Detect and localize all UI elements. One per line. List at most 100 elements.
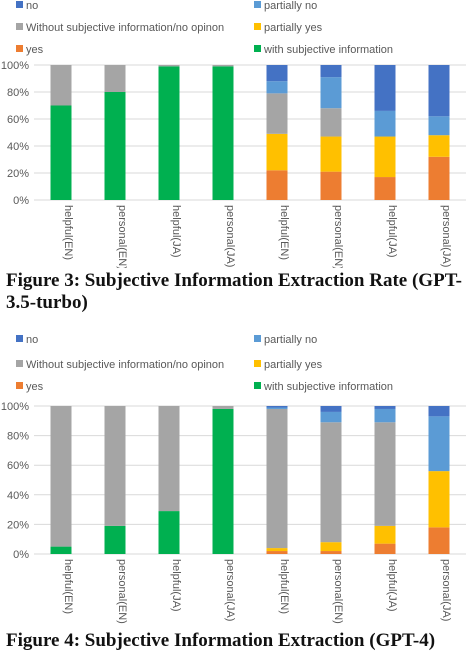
legend-swatch-partially-yes xyxy=(254,360,261,367)
bar-yes-6 xyxy=(320,171,342,200)
category-labels: helpful(EN) personal(EN) helpful(JA) person… xyxy=(62,559,452,624)
bar-partially-yes-7 xyxy=(374,136,396,178)
bar-with-3 xyxy=(158,66,180,200)
legend-label-with-subjective-information: with subjective information xyxy=(263,44,393,56)
legend-swatch-yes xyxy=(16,382,23,389)
legend-swatch-yes xyxy=(16,45,23,52)
legend-label-without-subjective-information-no-opinon: Without subjective information/no opinon xyxy=(26,359,224,371)
bar-without-4 xyxy=(212,65,234,67)
bar-yes-5 xyxy=(266,170,288,200)
bar-without-3 xyxy=(158,406,180,512)
category-label: helpful(EN) xyxy=(62,205,74,260)
bar-with-2 xyxy=(104,525,126,554)
y-tick-label: 60% xyxy=(7,460,29,472)
category-label: personal(JA) xyxy=(440,205,452,267)
legend-swatch-partially-no xyxy=(254,335,261,342)
legend-label-without-subjective-information-no-opinon: Without subjective information/no opinon xyxy=(26,22,224,34)
y-tick-label: 40% xyxy=(7,490,29,502)
bar-yes-7 xyxy=(374,177,396,200)
bar-without-1 xyxy=(50,65,72,106)
bar-without-4 xyxy=(212,406,234,409)
bar-yes-6 xyxy=(320,551,342,554)
bar-no-5 xyxy=(266,406,288,408)
category-label: helpful(JA) xyxy=(386,205,398,258)
bar-with-3 xyxy=(158,511,180,554)
legend-swatch-no xyxy=(16,335,23,342)
bar-partially-no-7 xyxy=(374,110,396,137)
chart-2: no partially no Without subjective informa… xyxy=(1,334,466,624)
legend-label-with-subjective-information: with subjective information xyxy=(263,381,393,393)
category-label: helpful(EN) xyxy=(278,559,290,614)
category-label: personal(EN) xyxy=(332,559,344,624)
legend-swatch-partially-no xyxy=(254,1,261,8)
y-tick-label: 20% xyxy=(7,168,29,180)
legend-label-yes: yes xyxy=(26,381,44,393)
category-label: personal(EN) xyxy=(116,559,128,624)
bar-no-7 xyxy=(374,406,396,409)
legend-swatch-without-subjective-information-no-opinon xyxy=(16,360,23,367)
bar-partially-yes-5 xyxy=(266,548,288,552)
legend-swatch-with-subjective-information xyxy=(254,45,261,52)
category-label: personal(JA) xyxy=(224,205,236,267)
bars xyxy=(50,406,450,554)
legend-swatch-partially-yes xyxy=(254,23,261,30)
y-tick-label: 20% xyxy=(7,519,29,531)
bar-yes-8 xyxy=(428,527,450,554)
bar-without-6 xyxy=(320,108,342,137)
bar-no-8 xyxy=(428,406,450,417)
bar-without-7 xyxy=(374,422,396,526)
bar-no-6 xyxy=(320,65,342,78)
category-labels: helpful(EN) personal(EN) helpful(JA) person… xyxy=(62,205,452,268)
bar-no-8 xyxy=(428,65,450,117)
bar-partially-no-8 xyxy=(428,416,450,472)
bar-without-2 xyxy=(104,406,126,526)
legend-label-partially-yes: partially yes xyxy=(264,22,323,34)
bar-without-3 xyxy=(158,65,180,67)
bar-without-5 xyxy=(266,408,288,549)
bar-partially-no-6 xyxy=(320,411,342,423)
figure-3-caption: Figure 3: Subjective Information Extract… xyxy=(6,270,462,313)
bar-with-4 xyxy=(212,408,234,554)
y-tick-label: 100% xyxy=(1,60,29,72)
bar-with-4 xyxy=(212,66,234,200)
legend-label-yes: yes xyxy=(26,44,44,56)
category-label: helpful(JA) xyxy=(386,559,398,612)
bar-partially-yes-8 xyxy=(428,471,450,528)
legend-swatch-no xyxy=(16,1,23,8)
category-label: personal(EN) xyxy=(332,205,344,268)
bar-without-6 xyxy=(320,422,342,543)
bar-yes-7 xyxy=(374,543,396,554)
y-tick-label: 0% xyxy=(13,549,29,561)
legend-label-no: no xyxy=(26,0,38,12)
bar-without-2 xyxy=(104,65,126,92)
bar-partially-no-6 xyxy=(320,77,342,109)
y-tick-label: 0% xyxy=(13,195,29,207)
bar-partially-yes-5 xyxy=(266,133,288,171)
bar-yes-5 xyxy=(266,551,288,554)
bar-with-1 xyxy=(50,546,72,554)
legend-label-no: no xyxy=(26,334,38,346)
legend-label-partially-no: partially no xyxy=(264,334,317,346)
legend-swatch-without-subjective-information-no-opinon xyxy=(16,23,23,30)
bar-with-2 xyxy=(104,92,126,200)
legend-label-partially-no: partially no xyxy=(264,0,317,12)
bar-with-1 xyxy=(50,105,72,200)
bar-without-5 xyxy=(266,93,288,134)
legend: no partially no Without subjective informa… xyxy=(16,0,393,56)
category-label: helpful(JA) xyxy=(170,559,182,612)
category-label: personal(JA) xyxy=(224,559,236,621)
category-label: helpful(JA) xyxy=(170,205,182,258)
figure-4-caption: Figure 4: Subjective Information Extract… xyxy=(6,630,436,651)
bar-partially-yes-6 xyxy=(320,542,342,552)
bar-yes-8 xyxy=(428,156,450,200)
category-label: personal(JA) xyxy=(440,559,452,621)
y-tick-label: 80% xyxy=(7,431,29,443)
legend-swatch-with-subjective-information xyxy=(254,382,261,389)
legend-label-partially-yes: partially yes xyxy=(264,359,323,371)
bar-partially-yes-6 xyxy=(320,136,342,172)
y-tick-label: 60% xyxy=(7,114,29,126)
bar-partially-no-7 xyxy=(374,408,396,423)
bar-partially-no-5 xyxy=(266,81,288,94)
bar-without-1 xyxy=(50,406,72,547)
y-tick-label: 80% xyxy=(7,87,29,99)
